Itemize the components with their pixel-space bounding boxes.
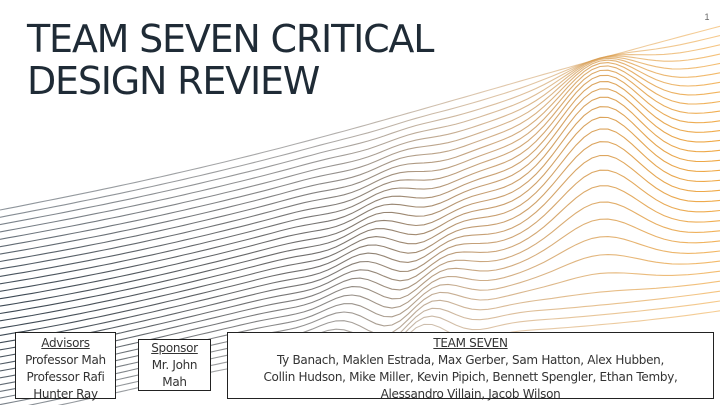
team-members-line: Alessandro Villain, Jacob Wilson [380,387,561,401]
advisor-name: Professor Mah [25,353,106,367]
advisor-name: Professor Rafi [26,370,105,384]
wave-line [0,81,720,292]
wave-line [0,280,720,399]
wave-line [0,69,720,277]
wave-line [0,141,720,336]
wave-line [0,254,720,386]
team-heading: TEAM SEVEN [433,336,508,350]
wave-line [0,116,720,322]
team-members-line: Ty Banach, Maklen Estrada, Max Gerber, S… [276,353,664,367]
wave-line [0,169,720,351]
wave-line [0,96,720,307]
sponsor-line: Mr. John [151,358,198,372]
wave-line [0,270,720,392]
sponsor-line: Mah [162,375,187,389]
wave-line [0,128,720,329]
wave-line [0,201,720,365]
wave-line [0,62,720,263]
wave-line [0,59,720,255]
wave-line [0,106,720,315]
slide-number: 1 [704,12,710,22]
title-line-2: DESIGN REVIEW [27,59,320,103]
sponsor-heading: Sponsor [151,341,198,355]
wave-line [0,88,720,300]
wave-line [0,185,720,358]
wave-line [0,218,720,372]
sponsor-box: Sponsor Mr. John Mah [138,339,211,391]
wave-line [0,57,720,248]
team-members-line: Collin Hudson, Mike Miller, Kevin Pipich… [263,370,678,384]
wave-line [0,154,720,344]
wave-line [0,65,720,270]
slide-title: TEAM SEVEN CRITICAL DESIGN REVIEW [27,17,434,103]
wave-line [0,236,720,379]
wave-line [0,56,720,240]
advisors-heading: Advisors [41,336,90,350]
wave-line-group [0,25,720,405]
wave-line [0,74,720,285]
title-line-1: TEAM SEVEN CRITICAL [27,17,434,61]
advisor-name: Hunter Ray [33,387,98,401]
advisors-box: Advisors Professor Mah Professor Rafi Hu… [15,332,116,401]
team-members-box: TEAM SEVEN Ty Banach, Maklen Estrada, Ma… [227,332,714,401]
